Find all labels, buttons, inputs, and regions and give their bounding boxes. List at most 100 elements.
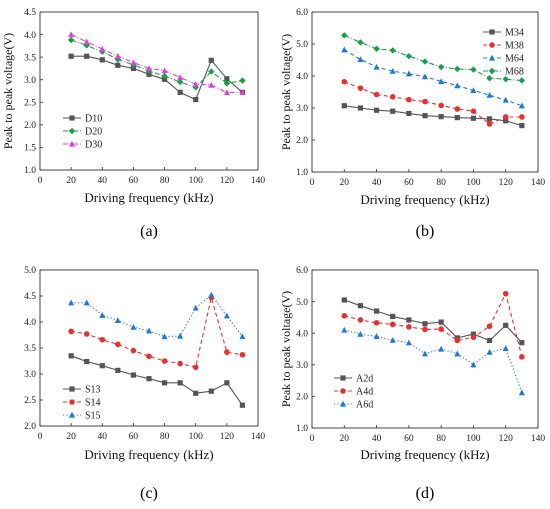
data-point-D30 — [83, 38, 90, 45]
legend-entry: A6d — [356, 400, 373, 411]
y-tick-label: 2.5 — [24, 98, 36, 108]
data-point-M38 — [357, 85, 364, 91]
data-point-D10 — [68, 53, 74, 59]
x-tick-label: 140 — [251, 432, 266, 442]
data-point-D10 — [224, 76, 230, 82]
legend-marker — [489, 42, 495, 48]
data-point-S13 — [177, 380, 183, 386]
x-tick-label: 60 — [129, 176, 139, 186]
data-point-A6d — [454, 350, 461, 357]
data-point-D20 — [145, 67, 153, 75]
y-tick-label: 6.0 — [296, 8, 308, 18]
y-tick-label: 3.0 — [24, 76, 36, 86]
data-point-M64 — [502, 96, 509, 103]
data-point-A2d — [390, 313, 396, 320]
x-tick-label: 20 — [66, 432, 76, 442]
series-line-S15 — [71, 294, 243, 338]
data-point-A6d — [518, 389, 525, 396]
data-point-M68 — [518, 77, 526, 84]
data-point-S15 — [99, 312, 106, 318]
data-point-A4d — [422, 326, 428, 333]
y-tick-label: 2.5 — [24, 396, 36, 406]
data-point-S13 — [193, 390, 199, 396]
legend-marker — [69, 399, 75, 405]
data-point-D20 — [208, 68, 215, 75]
y-tick-label: 4.0 — [24, 31, 36, 41]
y-tick-label: 4.0 — [24, 318, 36, 328]
data-point-A2d — [357, 303, 364, 309]
x-tick-label: 80 — [160, 176, 170, 186]
y-tick-label: 3.5 — [24, 344, 36, 354]
data-point-A4d — [389, 321, 396, 328]
data-point-S14 — [99, 336, 106, 343]
data-point-A2d — [422, 321, 428, 327]
legend-entry: M38 — [505, 41, 524, 52]
data-point-D20 — [239, 77, 246, 84]
legend-marker — [69, 386, 75, 392]
data-point-S15 — [68, 299, 75, 306]
data-point-A2d — [438, 319, 444, 325]
data-point-S14 — [177, 360, 183, 367]
plot-frame — [311, 269, 539, 429]
y-tick-label: 1.0 — [296, 424, 308, 434]
y-axis-label: Peak to peak voltage(V) — [279, 291, 293, 407]
data-point-A2d — [470, 331, 477, 337]
data-point-S13 — [146, 376, 152, 382]
data-point-S13 — [161, 380, 168, 386]
data-point-M34 — [422, 113, 428, 119]
x-tick-label: 0 — [38, 432, 43, 442]
legend-entry: A2d — [356, 374, 373, 385]
y-tick-label: 5.0 — [296, 298, 308, 308]
data-point-D30 — [223, 89, 230, 95]
data-point-D20 — [161, 72, 168, 80]
y-tick-label: 1.5 — [24, 144, 36, 154]
x-tick-label: 0 — [310, 178, 315, 188]
data-point-A2d — [486, 337, 493, 344]
x-tick-label: 40 — [98, 432, 108, 442]
data-point-M64 — [470, 87, 477, 93]
data-point-A6d — [405, 339, 412, 346]
y-tick-label: 4.0 — [296, 72, 308, 82]
plot-frame — [39, 11, 259, 171]
series-line-M34 — [344, 105, 523, 127]
legend-entry: M64 — [505, 54, 524, 65]
data-point-A4d — [502, 290, 509, 297]
chart-panel-2: 0 20 40 60 80 100 120 140 1.0 2.0 3.0 4.0 5.0 6.0 Driv… — [279, 8, 545, 240]
series-line-D10 — [71, 55, 243, 101]
data-point-M38 — [389, 94, 396, 100]
data-point-A6d — [470, 361, 477, 368]
data-point-S14 — [130, 347, 137, 354]
data-point-M34 — [390, 108, 396, 114]
data-point-S15 — [114, 317, 121, 324]
data-point-M68 — [357, 39, 364, 46]
data-point-M38 — [438, 102, 444, 109]
panel-label: (b) — [416, 223, 435, 240]
series-line-A4d — [344, 292, 523, 358]
legend-marker — [340, 375, 346, 381]
legend-marker — [69, 140, 75, 147]
y-tick-label: 5.0 — [24, 266, 36, 276]
x-tick-label: 40 — [372, 178, 382, 188]
panel-label: (a) — [140, 223, 158, 240]
series-line-S14 — [71, 297, 243, 368]
data-point-D10 — [193, 96, 199, 103]
x-tick-label: 120 — [220, 432, 235, 442]
data-point-D30 — [239, 89, 246, 95]
series-line-M38 — [344, 81, 522, 125]
series-line-A2d — [344, 299, 523, 344]
data-point-A6d — [486, 348, 493, 355]
data-point-M34 — [486, 116, 493, 122]
legend-marker — [489, 29, 495, 35]
legend: A2d A4d A6d — [334, 374, 373, 411]
data-point-D30 — [99, 45, 106, 52]
data-point-S15 — [146, 327, 152, 334]
data-point-M68 — [486, 75, 493, 82]
data-point-M64 — [405, 70, 412, 77]
data-point-S14 — [239, 351, 246, 358]
data-point-S13 — [130, 372, 137, 378]
data-point-A6d — [357, 330, 364, 337]
data-point-D30 — [114, 53, 121, 59]
data-point-M34 — [454, 115, 460, 121]
data-point-S15 — [192, 304, 199, 311]
